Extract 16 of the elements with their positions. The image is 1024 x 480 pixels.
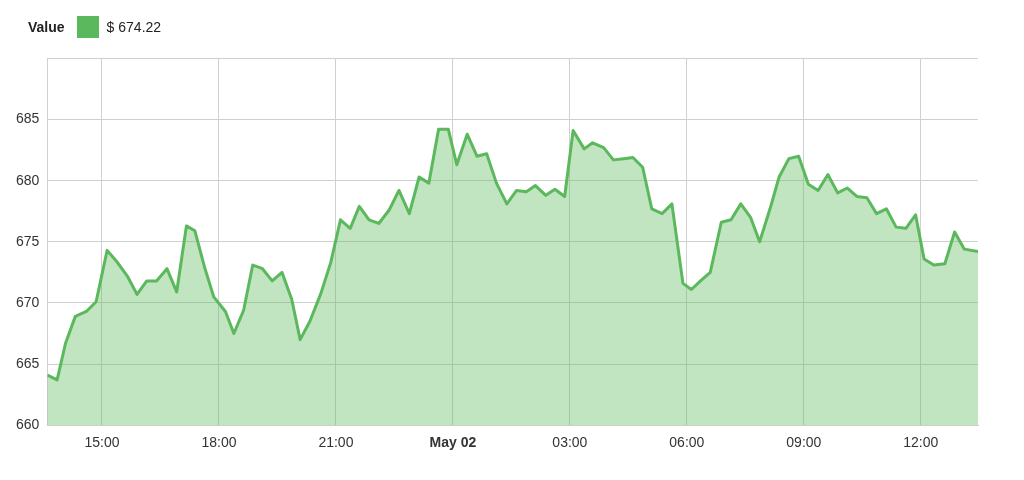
y-tick-label: 670 [16, 293, 40, 310]
x-tick-label: 03:00 [552, 434, 588, 451]
legend-title: Value [28, 19, 65, 35]
x-tick-label: 21:00 [318, 434, 354, 451]
y-tick-label: 675 [16, 232, 40, 249]
y-tick-label: 665 [16, 354, 40, 371]
x-tick-label: 06:00 [669, 434, 705, 451]
y-tick-label: 680 [16, 171, 40, 188]
y-tick-label: 660 [16, 416, 40, 433]
x-tick-label: 12:00 [903, 434, 939, 451]
x-tick-label: 18:00 [201, 434, 237, 451]
x-tick-label: May 02 [429, 434, 477, 451]
legend-label: $ 674.22 [106, 19, 162, 35]
x-tick-label: 15:00 [84, 434, 120, 451]
x-tick-label: 09:00 [786, 434, 822, 451]
y-tick-label: 685 [16, 110, 40, 127]
